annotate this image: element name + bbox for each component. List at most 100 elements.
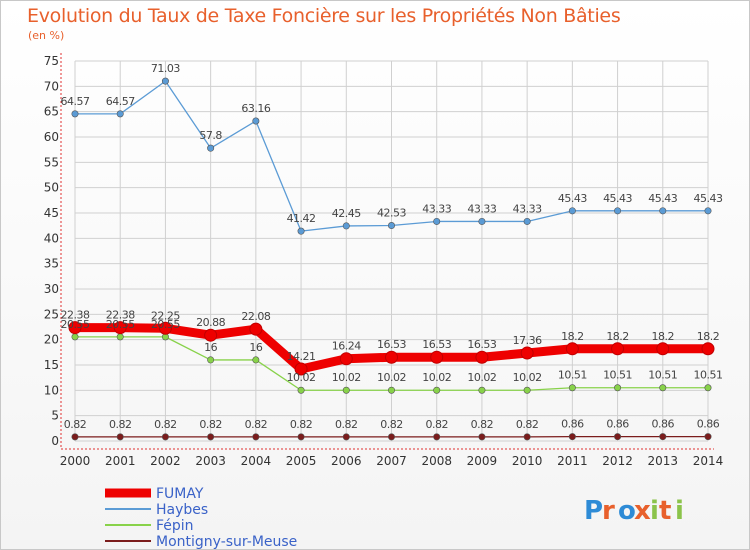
data-point-fumay bbox=[475, 350, 489, 364]
data-point-f-pin bbox=[297, 386, 305, 394]
y-tick-label: 65 bbox=[44, 105, 59, 119]
data-label-f-pin: 20.55 bbox=[106, 318, 135, 331]
data-label-f-pin: 10.51 bbox=[603, 369, 632, 382]
data-label-haybes: 42.45 bbox=[332, 207, 361, 220]
x-tick-label: 2000 bbox=[60, 454, 91, 468]
data-point-haybes bbox=[568, 207, 576, 215]
data-point-montigny-sur-meuse bbox=[161, 433, 169, 441]
data-label-fumay: 20.88 bbox=[196, 316, 225, 329]
data-label-montigny-sur-meuse: 0.82 bbox=[109, 418, 132, 431]
data-point-fumay bbox=[158, 321, 172, 335]
data-point-montigny-sur-meuse bbox=[614, 433, 622, 441]
x-tick-label: 2003 bbox=[195, 454, 226, 468]
data-point-haybes bbox=[297, 227, 305, 235]
x-tick-label: 2004 bbox=[241, 454, 272, 468]
data-point-fumay bbox=[611, 342, 625, 356]
data-point-fumay bbox=[249, 322, 263, 336]
data-point-f-pin bbox=[116, 333, 124, 341]
data-label-fumay: 16.53 bbox=[377, 338, 406, 351]
x-tick-label: 2011 bbox=[557, 454, 588, 468]
data-point-montigny-sur-meuse bbox=[71, 433, 79, 441]
x-tick-label: 2006 bbox=[331, 454, 362, 468]
data-label-f-pin: 16 bbox=[249, 341, 262, 354]
y-tick-label: 40 bbox=[44, 231, 59, 245]
data-point-montigny-sur-meuse bbox=[207, 433, 215, 441]
logo-letter: i bbox=[650, 496, 659, 526]
y-tick-label: 0 bbox=[51, 434, 59, 448]
data-label-fumay: 22.38 bbox=[61, 309, 90, 322]
x-tick-label: 2013 bbox=[648, 454, 679, 468]
data-label-haybes: 64.57 bbox=[106, 95, 135, 108]
data-point-f-pin bbox=[568, 384, 576, 392]
x-tick-label: 2002 bbox=[150, 454, 181, 468]
data-point-haybes bbox=[478, 217, 486, 225]
logo-letter: r bbox=[602, 496, 615, 526]
logo-letter: x bbox=[634, 496, 651, 526]
y-tick-label: 10 bbox=[44, 383, 59, 397]
data-point-haybes bbox=[659, 207, 667, 215]
data-point-f-pin bbox=[704, 384, 712, 392]
data-label-montigny-sur-meuse: 0.82 bbox=[64, 418, 87, 431]
data-point-haybes bbox=[342, 222, 350, 230]
logo-letter: P bbox=[584, 496, 603, 526]
data-label-fumay: 16.53 bbox=[467, 338, 496, 351]
data-label-haybes: 45.43 bbox=[558, 192, 587, 205]
data-label-fumay: 18.2 bbox=[697, 330, 720, 343]
x-tick-label: 2007 bbox=[376, 454, 407, 468]
data-point-montigny-sur-meuse bbox=[252, 433, 260, 441]
data-label-fumay: 17.36 bbox=[513, 334, 542, 347]
y-tick-label: 30 bbox=[44, 282, 59, 296]
data-point-f-pin bbox=[71, 333, 79, 341]
data-label-fumay: 22.25 bbox=[151, 309, 180, 322]
data-point-fumay bbox=[565, 342, 579, 356]
data-label-fumay: 18.2 bbox=[652, 330, 675, 343]
data-label-haybes: 63.16 bbox=[241, 102, 270, 115]
data-point-haybes bbox=[433, 217, 441, 225]
data-point-fumay bbox=[113, 321, 127, 335]
legend-label-haybes: Haybes bbox=[156, 502, 208, 518]
data-label-f-pin: 10.51 bbox=[694, 369, 723, 382]
data-label-haybes: 71.03 bbox=[151, 62, 180, 75]
data-label-fumay: 16.24 bbox=[332, 340, 361, 353]
data-point-fumay bbox=[656, 342, 670, 356]
data-point-fumay bbox=[68, 321, 82, 335]
x-tick-label: 2010 bbox=[512, 454, 543, 468]
data-label-haybes: 64.57 bbox=[61, 95, 90, 108]
data-point-montigny-sur-meuse bbox=[704, 433, 712, 441]
x-tick-label: 2009 bbox=[467, 454, 498, 468]
data-label-fumay: 18.2 bbox=[561, 330, 584, 343]
y-tick-label: 35 bbox=[44, 257, 59, 271]
y-tick-label: 5 bbox=[51, 409, 59, 423]
data-point-haybes bbox=[116, 110, 124, 118]
legend-label-f-pin: Fépin bbox=[156, 518, 194, 534]
data-point-montigny-sur-meuse bbox=[387, 433, 395, 441]
data-point-fumay bbox=[294, 362, 308, 376]
data-label-montigny-sur-meuse: 0.86 bbox=[652, 418, 675, 431]
data-point-montigny-sur-meuse bbox=[116, 433, 124, 441]
data-point-haybes bbox=[523, 217, 531, 225]
chart-title: Evolution du Taux de Taxe Foncière sur l… bbox=[27, 5, 621, 27]
data-label-f-pin: 10.51 bbox=[648, 369, 677, 382]
data-label-montigny-sur-meuse: 0.86 bbox=[697, 418, 720, 431]
data-point-haybes bbox=[614, 207, 622, 215]
data-point-fumay bbox=[339, 352, 353, 366]
data-point-montigny-sur-meuse bbox=[568, 433, 576, 441]
chart-subtitle: (en %) bbox=[28, 29, 65, 42]
data-point-f-pin bbox=[478, 386, 486, 394]
data-point-montigny-sur-meuse bbox=[478, 433, 486, 441]
data-point-fumay bbox=[430, 350, 444, 364]
data-label-montigny-sur-meuse: 0.82 bbox=[245, 418, 268, 431]
data-label-f-pin: 10.02 bbox=[287, 371, 316, 384]
data-label-f-pin: 10.02 bbox=[467, 371, 496, 384]
y-tick-label: 15 bbox=[44, 358, 59, 372]
x-tick-label: 2005 bbox=[286, 454, 317, 468]
data-label-haybes: 43.33 bbox=[513, 202, 542, 215]
y-tick-label: 20 bbox=[44, 333, 59, 347]
data-label-montigny-sur-meuse: 0.82 bbox=[335, 418, 358, 431]
data-label-montigny-sur-meuse: 0.82 bbox=[199, 418, 222, 431]
y-tick-label: 75 bbox=[44, 54, 59, 68]
legend-label-fumay: FUMAY bbox=[156, 486, 204, 502]
data-point-fumay bbox=[520, 346, 534, 360]
